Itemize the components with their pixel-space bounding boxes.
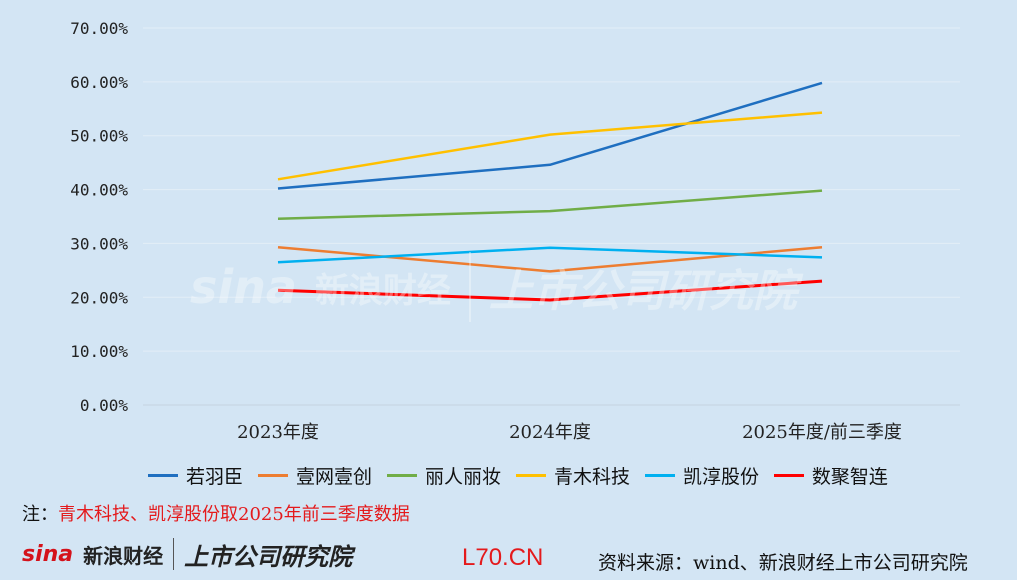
legend-item: 若羽臣 (148, 462, 243, 489)
legend-item: 青木科技 (515, 462, 630, 489)
chart-note: 注：青木科技、凯淳股份取2025年前三季度数据 (22, 500, 410, 526)
y-axis-ticks: 0.00% 10.00% 20.00% 30.00% 40.00% 50.00% 60.00… (70, 19, 128, 415)
legend-swatch (644, 473, 675, 477)
legend-swatch (257, 473, 288, 477)
sina-logo: sina (22, 541, 74, 567)
x-axis-ticks: 2023年度 2024年度 2025年度/前三季度 (237, 422, 902, 443)
legend-item: 数聚智连 (773, 462, 888, 489)
legend-item: 凯淳股份 (644, 462, 759, 489)
legend-swatch (386, 473, 417, 477)
y-tick-label: 70.00% (70, 19, 128, 38)
grid-lines (143, 27, 960, 406)
y-tick-label: 50.00% (70, 127, 128, 146)
legend-swatch (148, 473, 178, 477)
line-chart: 0.00% 10.00% 20.00% 30.00% 40.00% 50.00% 60.00… (70, 19, 960, 443)
y-tick-label: 0.00% (80, 396, 129, 415)
note-text: 青木科技、凯淳股份取2025年前三季度数据 (58, 504, 410, 525)
institute-name: 上市公司研究院 (184, 542, 353, 571)
source-text: 资料来源：wind、新浪财经上市公司研究院 (598, 552, 968, 574)
source-code: L70.CN (462, 544, 544, 571)
series-line-青木科技 (277, 111, 823, 181)
legend-label: 数聚智连 (811, 465, 888, 488)
brand-name: 新浪财经 (83, 543, 164, 568)
legend-label: 若羽臣 (186, 465, 244, 488)
legend-swatch (773, 473, 804, 477)
series-line-丽人丽妆 (277, 189, 823, 220)
x-tick-label: 2024年度 (509, 422, 591, 443)
x-tick-label: 2023年度 (237, 422, 319, 443)
legend-label: 青木科技 (553, 465, 630, 488)
brand-divider (173, 538, 175, 570)
y-tick-label: 40.00% (70, 181, 128, 200)
note-prefix: 注： (22, 504, 58, 525)
y-tick-label: 60.00% (70, 73, 128, 92)
y-tick-label: 20.00% (70, 288, 128, 307)
legend-label: 丽人丽妆 (424, 465, 501, 488)
legend-item: 丽人丽妆 (386, 462, 501, 489)
x-tick-label: 2025年度/前三季度 (742, 422, 902, 443)
legend-swatch (515, 473, 546, 477)
series-line-壹网壹创 (277, 245, 823, 273)
legend-label: 凯淳股份 (682, 465, 759, 488)
series-lines (277, 81, 823, 302)
y-tick-label: 30.00% (70, 234, 128, 253)
series-line-数聚智连 (277, 279, 823, 302)
series-line-若羽臣 (277, 81, 823, 190)
footer-brand: sina 新浪财经 上市公司研究院 (22, 534, 352, 574)
legend-item: 壹网壹创 (257, 462, 372, 489)
chart-legend: 若羽臣 壹网壹创 丽人丽妆 青木科技 凯淳股份 数聚智连 (148, 462, 888, 488)
legend-label: 壹网壹创 (295, 465, 372, 488)
series-line-凯淳股份 (277, 246, 823, 264)
y-tick-label: 10.00% (70, 342, 128, 361)
